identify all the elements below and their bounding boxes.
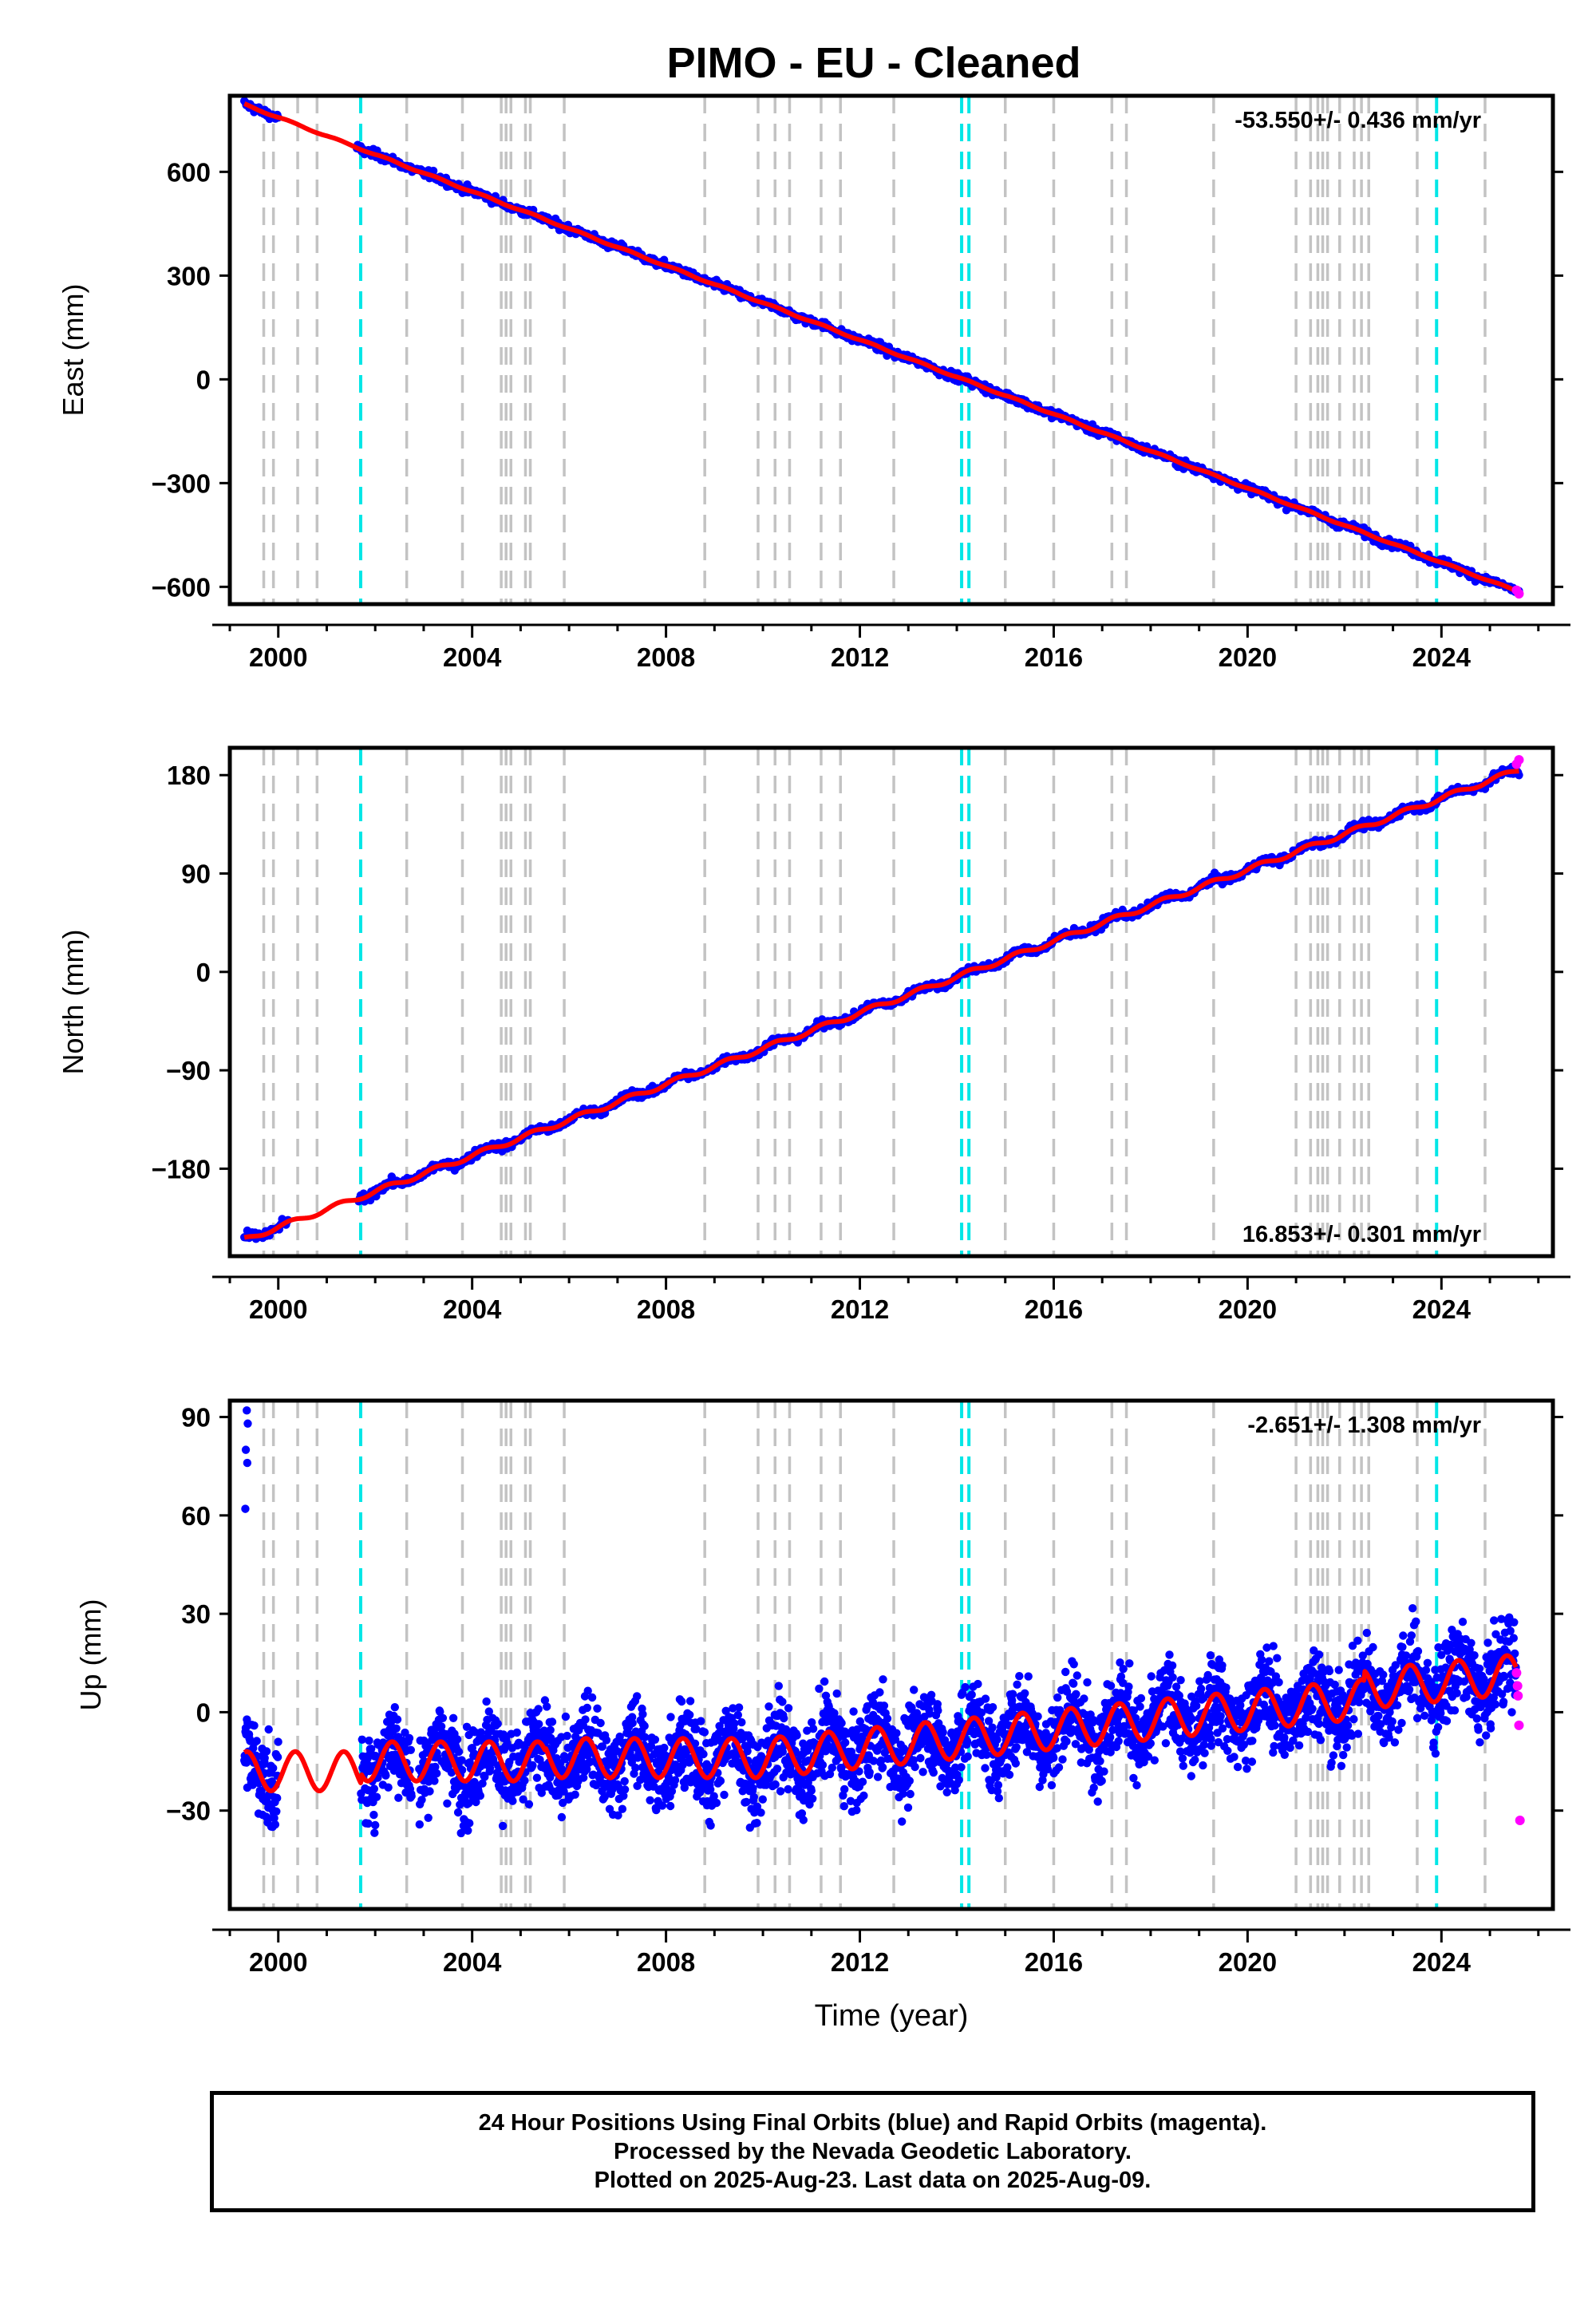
x-tick-label: 2008 xyxy=(637,1947,695,1977)
rapid-orbit-point xyxy=(1515,1816,1525,1826)
y-tick-label: −180 xyxy=(152,1154,211,1184)
plot-frame xyxy=(227,745,1555,1259)
x-tick-label: 2012 xyxy=(831,642,889,672)
model-fit-line xyxy=(243,769,1519,1240)
note-line-2: Processed by the Nevada Geodetic Laborat… xyxy=(614,2139,1132,2164)
y-tick-label: 0 xyxy=(196,365,211,394)
y-tick-label: 30 xyxy=(181,1599,211,1629)
rapid-orbit-point xyxy=(1514,1720,1524,1730)
y-tick-label: 300 xyxy=(167,261,211,290)
panel-north: 2000 2004 2008 2012 2016 2020 2024 180 90 0 −90 −18… xyxy=(57,745,1570,1324)
rapid-orbit-point xyxy=(1513,1690,1523,1701)
x-axis-label: Time (year) xyxy=(815,1999,969,2033)
rapid-orbit-point xyxy=(1511,1668,1522,1678)
y-axis-label: North (mm) xyxy=(57,930,89,1075)
y-tick-label: 0 xyxy=(196,958,211,987)
x-tick-label: 2004 xyxy=(443,642,502,672)
x-tick-label: 2000 xyxy=(249,1294,307,1324)
rate-label: 16.853+/- 0.301 mm/yr xyxy=(1242,1222,1481,1247)
y-tick-label: 600 xyxy=(167,157,211,187)
legend-note-box: 24 Hour Positions Using Final Orbits (bl… xyxy=(210,2091,1535,2212)
y-tick-label: 180 xyxy=(167,761,211,790)
x-tick-label: 2012 xyxy=(831,1947,889,1977)
x-tick-label: 2016 xyxy=(1025,1294,1083,1324)
x-tick-label: 2004 xyxy=(443,1947,502,1977)
rate-label: -53.550+/- 0.436 mm/yr xyxy=(1235,108,1481,133)
x-tick-label: 2012 xyxy=(831,1294,889,1324)
y-tick-label: 0 xyxy=(196,1697,211,1727)
x-tick-label: 2020 xyxy=(1219,642,1277,672)
y-tick-label: 60 xyxy=(181,1501,211,1531)
note-line-1: 24 Hour Positions Using Final Orbits (bl… xyxy=(478,2110,1267,2136)
y-tick-label: −600 xyxy=(152,572,211,602)
y-axis-label: East (mm) xyxy=(57,284,89,417)
plot-frame xyxy=(227,1398,1555,1911)
y-tick-label: −90 xyxy=(166,1056,211,1085)
y-tick-label: −30 xyxy=(166,1796,211,1826)
x-tick-label: 2016 xyxy=(1025,1947,1083,1977)
x-tick-label: 2000 xyxy=(249,642,307,672)
y-tick-label: −300 xyxy=(152,468,211,498)
plot-frame xyxy=(227,93,1555,607)
x-tick-label: 2020 xyxy=(1219,1947,1277,1977)
plot-area xyxy=(240,96,1524,604)
model-fit-line xyxy=(243,101,1520,595)
x-tick-label: 2024 xyxy=(1412,1294,1472,1324)
x-tick-label: 2008 xyxy=(637,1294,695,1324)
rapid-orbit-point xyxy=(1514,755,1524,765)
x-tick-label: 2020 xyxy=(1219,1294,1277,1324)
rapid-orbit-point xyxy=(1512,1681,1523,1691)
chart-title: PIMO - EU - Cleaned xyxy=(666,39,1080,87)
y-tick-label: 90 xyxy=(181,860,211,889)
plot-area xyxy=(240,748,1524,1256)
plot-area xyxy=(240,1401,1525,1909)
x-tick-label: 2024 xyxy=(1412,642,1472,672)
x-tick-label: 2004 xyxy=(443,1294,502,1324)
rapid-orbit-point xyxy=(1514,589,1524,599)
model-fit-line xyxy=(243,1653,1519,1793)
panel-east: 2000 2004 2008 2012 2016 2020 2024 600 300 0 −300 −… xyxy=(57,93,1570,672)
x-tick-label: 2024 xyxy=(1412,1947,1472,1977)
x-tick-label: 2000 xyxy=(249,1947,307,1977)
final-orbit-points xyxy=(240,1406,1521,1838)
note-line-3: Plotted on 2025-Aug-23. Last data on 202… xyxy=(594,2168,1152,2193)
x-tick-label: 2008 xyxy=(637,642,695,672)
y-axis-label: Up (mm) xyxy=(74,1599,107,1711)
x-tick-label: 2016 xyxy=(1025,642,1083,672)
panel-up: 2000 2004 2008 2012 2016 2020 2024 90 60 30 0 −30 Up… xyxy=(74,1398,1570,2033)
y-tick-label: 90 xyxy=(181,1403,211,1433)
rate-label: -2.651+/- 1.308 mm/yr xyxy=(1247,1413,1481,1438)
